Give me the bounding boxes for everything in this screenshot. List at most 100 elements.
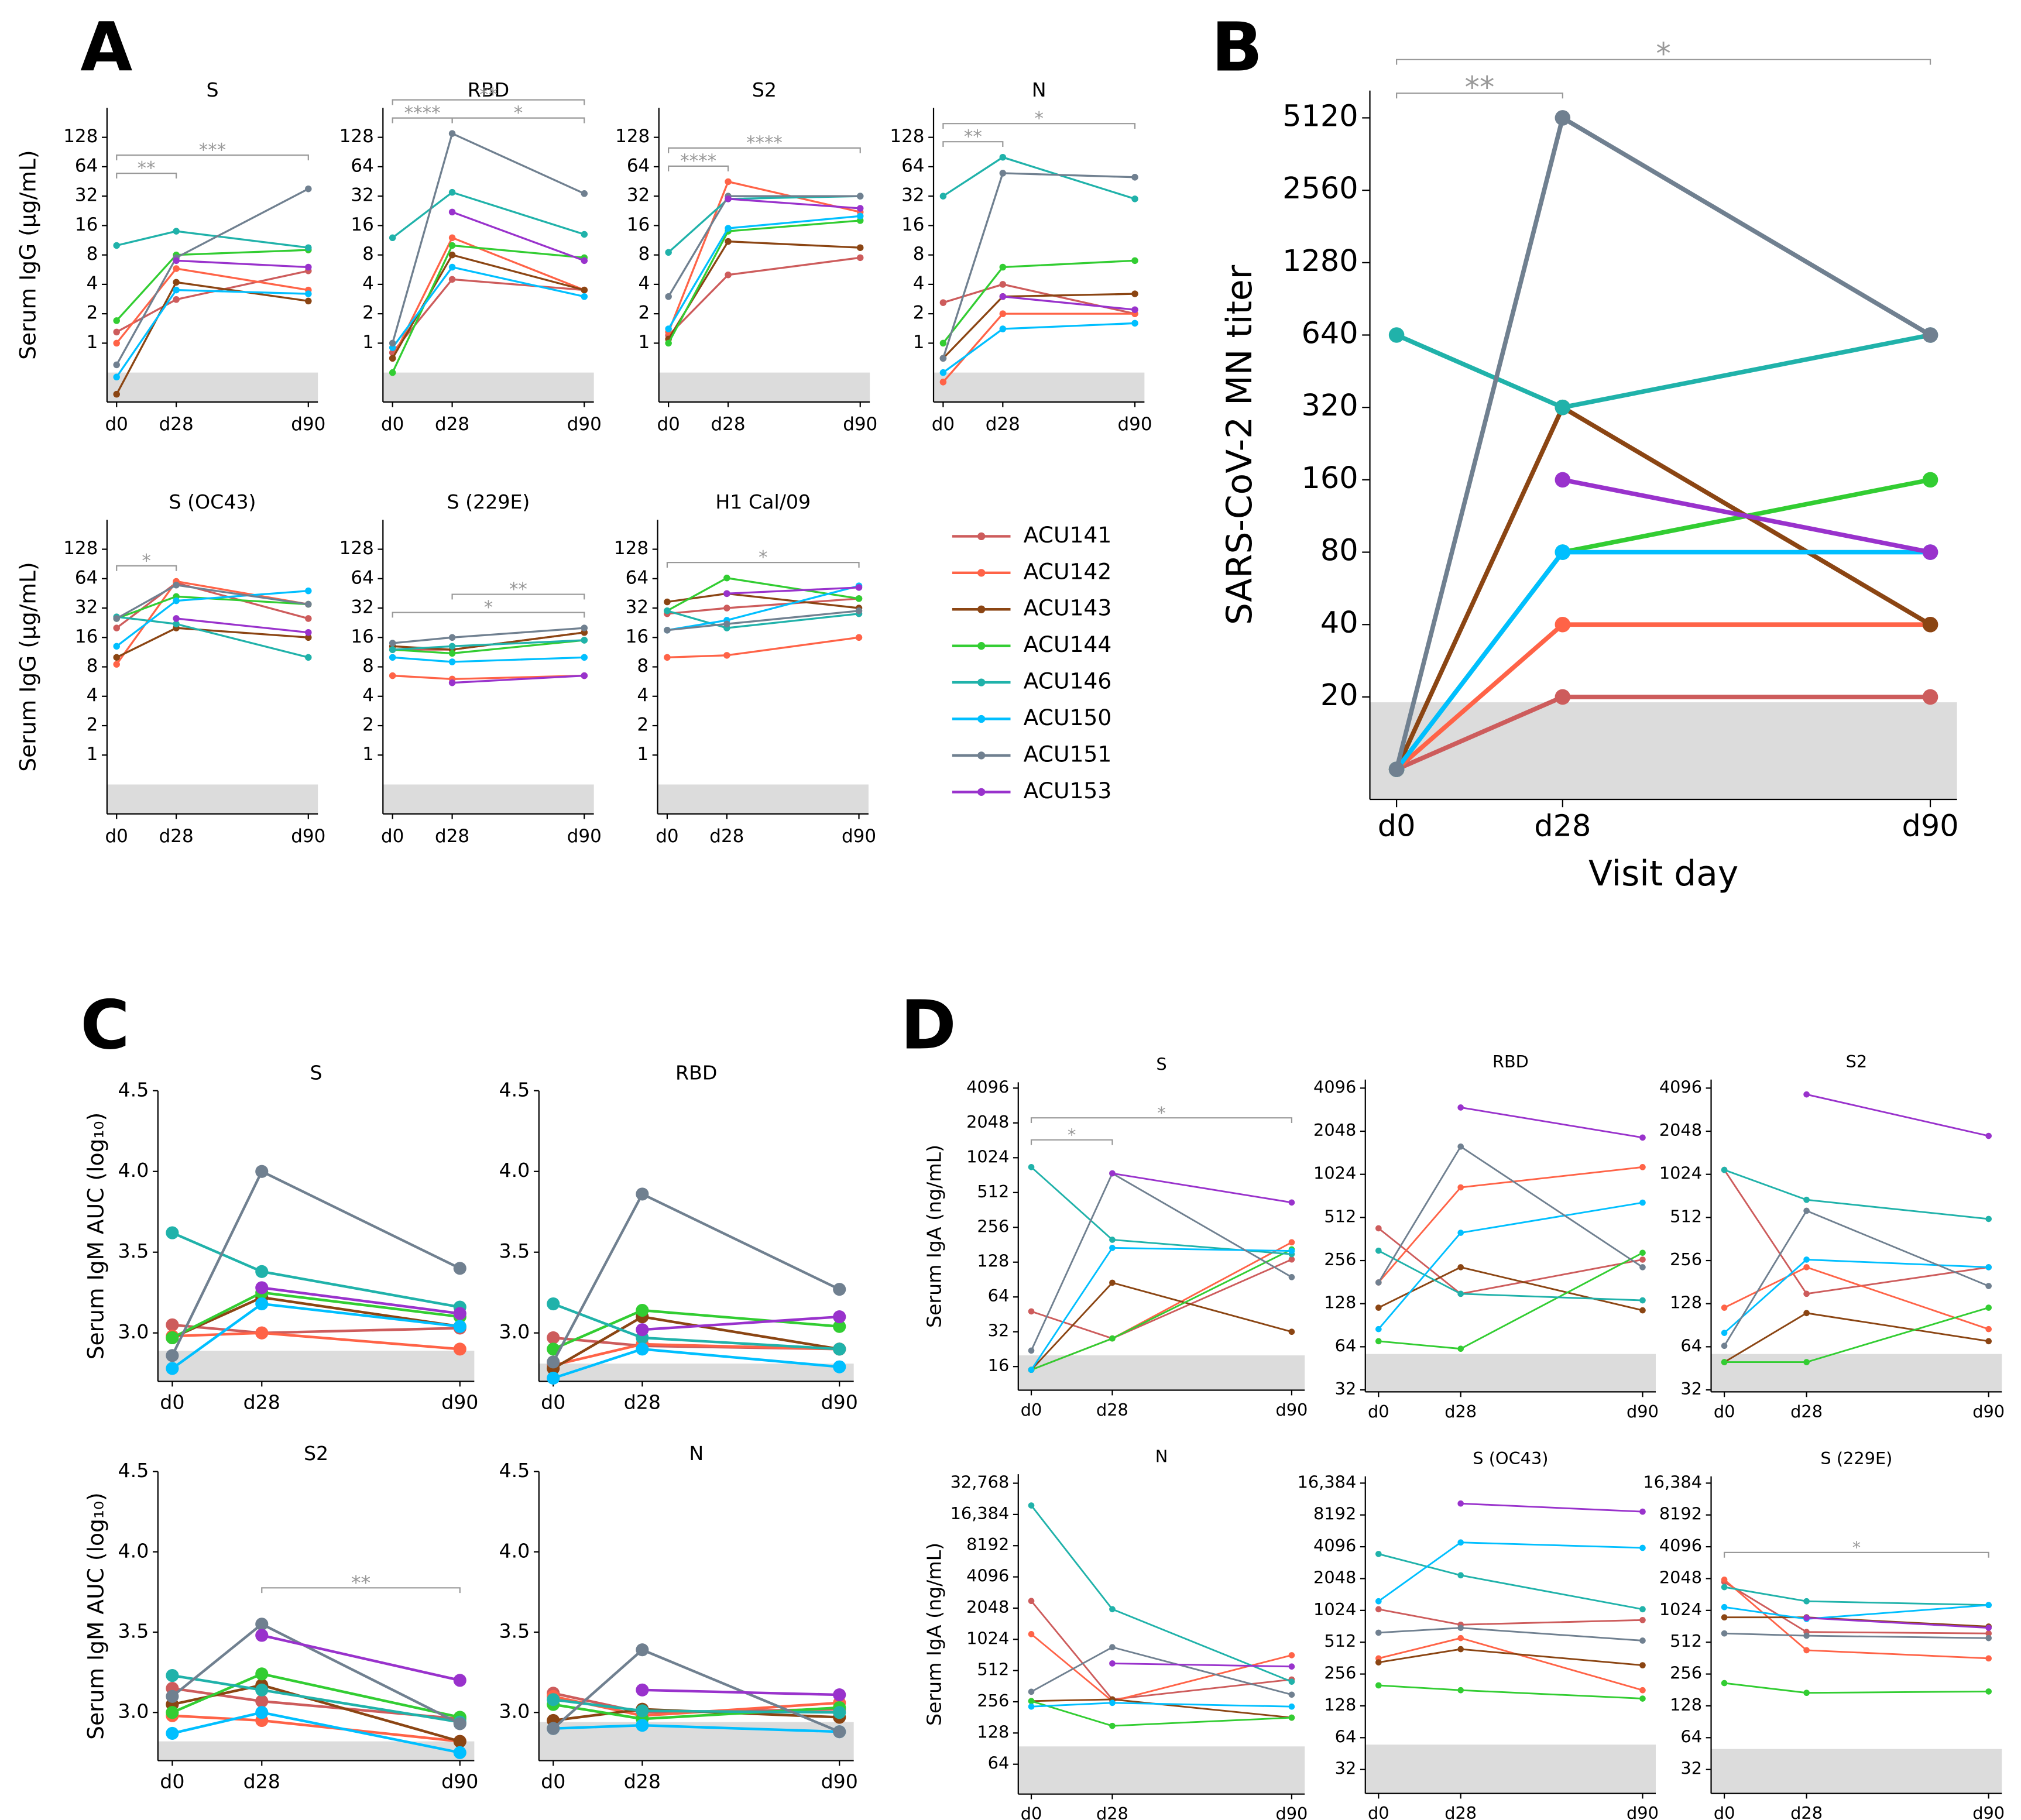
data-point — [1288, 1703, 1295, 1710]
y-tick-label: 8 — [362, 655, 374, 677]
x-tick-label: d28 — [1444, 1402, 1477, 1421]
series-line — [1460, 1502, 1643, 1513]
series-line — [1806, 1617, 1989, 1629]
y-tick-label: 16 — [988, 1355, 1010, 1375]
data-point — [1639, 1307, 1646, 1314]
data-point — [855, 595, 863, 602]
data-point — [999, 170, 1007, 177]
legend-marker — [977, 678, 986, 686]
y-tick-label: 16 — [627, 214, 650, 235]
legend-marker — [977, 642, 986, 650]
data-point — [453, 1735, 466, 1748]
y-tick-label: 3.0 — [118, 1700, 149, 1723]
data-point — [448, 130, 456, 137]
x-tick-label: d0 — [657, 414, 680, 435]
series-line — [1806, 1093, 1989, 1137]
data-point — [1028, 1502, 1035, 1509]
data-point — [255, 1618, 269, 1631]
x-tick-label: d28 — [243, 1391, 280, 1414]
y-tick-label: 16,384 — [951, 1503, 1010, 1523]
y-tick-label: 4 — [87, 273, 98, 294]
data-point — [389, 234, 396, 242]
data-point — [255, 1629, 269, 1642]
data-point — [856, 254, 864, 262]
data-point — [1131, 306, 1138, 313]
significance-bracket — [942, 123, 1136, 129]
x-tick-label: d90 — [1972, 1803, 2005, 1820]
data-point — [1639, 1662, 1646, 1668]
detection-limit-shade — [1018, 1355, 1305, 1390]
series-line — [552, 1192, 840, 1363]
legend-marker — [977, 751, 986, 760]
x-tick-label: d0 — [541, 1770, 565, 1793]
legend-label: ACU142 — [1024, 558, 1112, 584]
data-point — [1457, 1625, 1464, 1631]
series-line — [1378, 1553, 1643, 1610]
data-point — [723, 652, 730, 659]
data-point — [448, 658, 456, 665]
x-tick-label: d90 — [1275, 1400, 1308, 1420]
y-tick-label: 32 — [627, 185, 650, 206]
x-tick-label: d90 — [441, 1770, 478, 1793]
data-point — [255, 1667, 269, 1681]
data-point — [1985, 1283, 1992, 1289]
data-point — [1721, 1584, 1728, 1591]
data-point — [1721, 1166, 1728, 1173]
series-line — [728, 198, 860, 210]
y-tick-label: 8 — [87, 655, 98, 677]
data-point — [453, 1320, 466, 1333]
y-tick-label: 1024 — [1313, 1163, 1356, 1183]
data-point — [448, 263, 456, 271]
data-point — [448, 242, 456, 249]
subplot-title: H1 Cal/09 — [715, 490, 811, 513]
data-point — [999, 153, 1007, 161]
x-tick-label: d90 — [291, 414, 325, 435]
x-tick-label: d28 — [1096, 1400, 1128, 1420]
x-tick-label: d28 — [711, 414, 746, 435]
y-tick-label: 1024 — [1313, 1599, 1356, 1619]
data-point — [1985, 1602, 1992, 1609]
data-point — [305, 244, 312, 251]
y-tick-label: 1024 — [1659, 1599, 1702, 1619]
data-point — [448, 643, 456, 650]
subplot-title: N — [1032, 78, 1046, 101]
significance-label: * — [1656, 37, 1670, 71]
subplot-title: RBD — [675, 1062, 717, 1084]
data-point — [1288, 1328, 1295, 1335]
data-point — [1985, 1688, 1992, 1695]
data-point — [1109, 1699, 1116, 1706]
significance-bracket — [116, 565, 177, 571]
data-point — [833, 1688, 846, 1702]
series-line — [1378, 1627, 1643, 1642]
data-point — [305, 263, 312, 271]
series-line — [1003, 296, 1135, 311]
subplot-title: RBD — [1492, 1052, 1529, 1072]
y-tick-label: 512 — [1670, 1206, 1702, 1226]
y-tick-label: 64 — [988, 1286, 1010, 1306]
data-point — [999, 281, 1007, 288]
subplot-title: S — [310, 1062, 322, 1084]
data-point — [113, 661, 120, 668]
data-point — [1131, 195, 1138, 202]
data-point — [1639, 1637, 1646, 1644]
y-tick-label: 128 — [339, 538, 374, 559]
y-tick-label: 512 — [977, 1660, 1009, 1680]
data-point — [1721, 1680, 1728, 1687]
y-tick-label: 128 — [1670, 1293, 1702, 1313]
y-tick-label: 1 — [639, 332, 650, 353]
panel-label: A — [80, 8, 132, 87]
data-point — [173, 279, 180, 286]
series-line — [553, 1315, 840, 1370]
detection-limit-shade — [157, 1351, 475, 1382]
y-tick-label: 256 — [977, 1216, 1009, 1236]
data-point — [833, 1706, 846, 1719]
y-tick-label: 160 — [1301, 461, 1358, 496]
data-point — [173, 286, 180, 294]
data-point — [1803, 1091, 1810, 1098]
data-point — [448, 251, 456, 259]
y-tick-label: 8 — [362, 243, 374, 265]
y-tick-label: 128 — [977, 1722, 1009, 1742]
y-tick-label: 80 — [1320, 534, 1358, 568]
data-point — [1639, 1508, 1646, 1515]
x-tick-label: d28 — [435, 414, 469, 435]
